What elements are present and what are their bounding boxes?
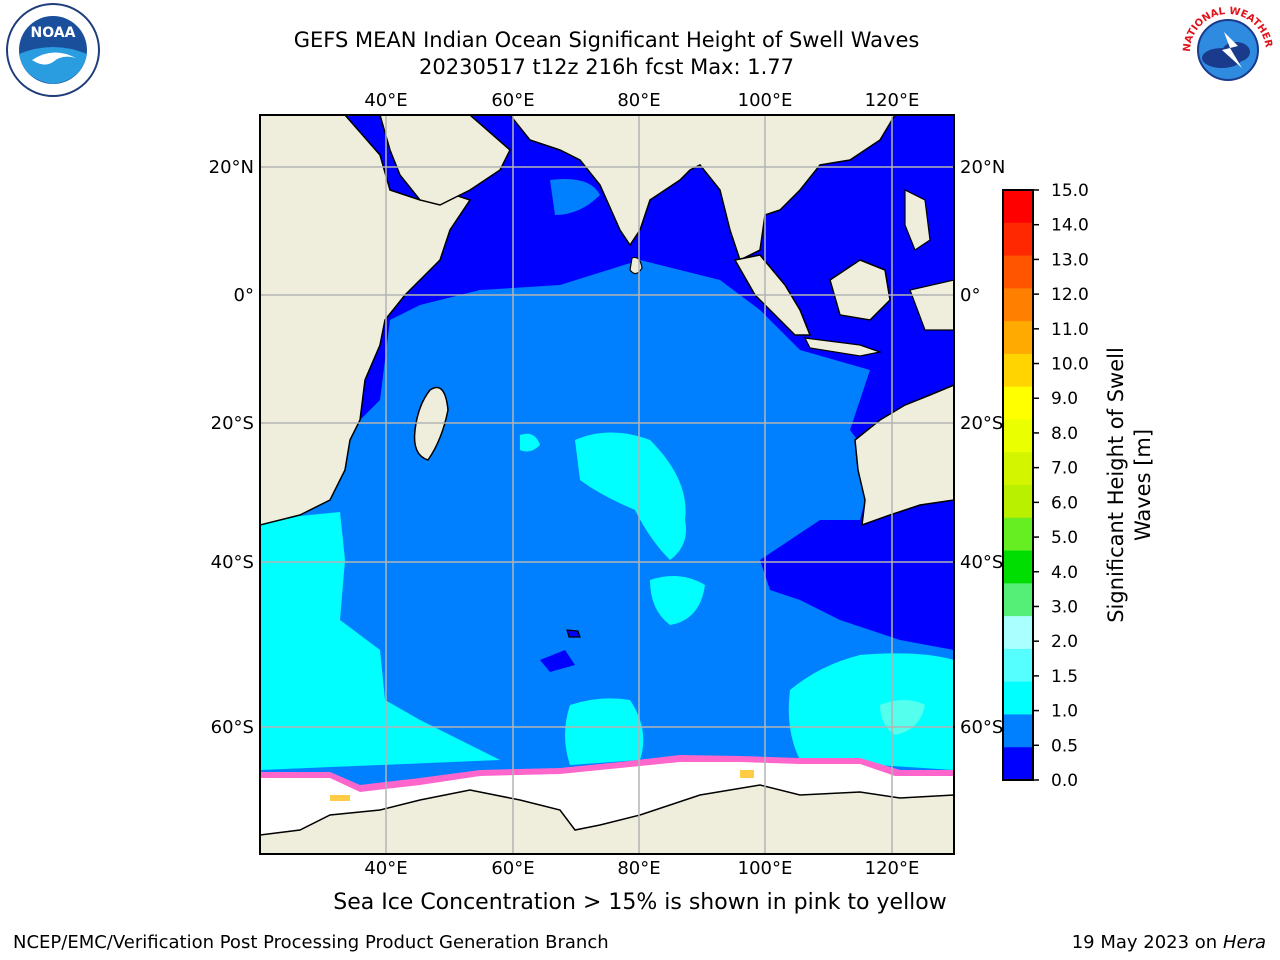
colorbar-swatch	[1003, 616, 1033, 650]
lon-label-top: 60°E	[491, 90, 534, 111]
lat-label-right: 40°S	[960, 552, 1003, 573]
colorbar-tick-label: 0.0	[1051, 771, 1078, 791]
colorbar-tick-label: 10.0	[1051, 355, 1089, 375]
lon-label-bottom: 120°E	[865, 858, 920, 879]
colorbar-tick-label: 6.0	[1051, 493, 1078, 513]
colorbar-title-units: Waves [m]	[1131, 429, 1155, 541]
machine-name: Hera	[1222, 932, 1266, 953]
colorbar-swatch	[1003, 452, 1033, 486]
lon-label-top: 100°E	[738, 90, 793, 111]
colorbar-swatch	[1003, 419, 1033, 453]
colorbar-swatch	[1003, 190, 1033, 224]
lat-label-left: 40°S	[211, 552, 254, 573]
colorbar-tick-label: 8.0	[1051, 424, 1078, 444]
colorbar-swatch	[1003, 386, 1033, 420]
colorbar-swatch	[1003, 255, 1033, 289]
colorbar-tick-label: 14.0	[1051, 216, 1089, 236]
nws-logo: NATIONAL WEATHER SERVICE	[1178, 2, 1274, 96]
lat-label-right: 60°S	[960, 717, 1003, 738]
colorbar-swatch	[1003, 222, 1033, 257]
colorbar-swatch	[1003, 583, 1033, 617]
colorbar-tick-label: 2.0	[1051, 632, 1078, 652]
colorbar-tick-label: 1.0	[1051, 702, 1078, 722]
colorbar-tick-label: 11.0	[1051, 320, 1089, 340]
graticule	[260, 115, 954, 854]
colorbar-tick-label: 3.0	[1051, 597, 1078, 617]
noaa-logo: NOAA	[6, 3, 100, 97]
colorbar-swatch	[1003, 747, 1033, 781]
lat-label-left: 20°S	[211, 413, 254, 434]
colorbar-swatch	[1003, 681, 1033, 715]
lon-label-bottom: 60°E	[491, 858, 534, 879]
lat-label-right: 0°	[960, 285, 980, 306]
colorbar-tick-label: 4.0	[1051, 563, 1078, 583]
map-plot-area	[260, 115, 954, 854]
colorbar: 15.0 14.0 13.0 12.0 11.0 10.0 9.0 8.0 7.0 6.0 5.0 4…	[1002, 181, 1089, 791]
colorbar-swatch	[1003, 714, 1033, 748]
colorbar-swatch	[1003, 321, 1033, 355]
lat-label-right: 20°S	[960, 413, 1003, 434]
lon-label-top: 80°E	[617, 90, 660, 111]
antarctica	[260, 784, 954, 854]
lon-label-top: 120°E	[865, 90, 920, 111]
lon-label-bottom: 80°E	[617, 858, 660, 879]
colorbar-swatch	[1003, 353, 1033, 388]
map-frame	[259, 114, 955, 855]
australia-landmass	[854, 384, 954, 527]
colorbar-frame	[1002, 189, 1034, 781]
arabia-landmass	[379, 115, 511, 206]
date-value: 19 May 2023 on	[1071, 932, 1218, 953]
low-swell-north	[345, 115, 954, 480]
high-swell-southwest	[260, 512, 500, 770]
colorbar-tick-label: 15.0	[1051, 181, 1089, 201]
lon-label-bottom: 40°E	[364, 858, 407, 879]
colorbar-tick-label: 1.5	[1051, 667, 1078, 687]
lon-label-bottom: 100°E	[738, 858, 793, 879]
sea-ice-note: Sea Ice Concentration > 15% is shown in …	[333, 890, 947, 915]
colorbar-swatch	[1003, 550, 1033, 584]
colorbar-swatch	[1003, 485, 1033, 519]
lon-label-top: 40°E	[364, 90, 407, 111]
lat-label-left: 60°S	[211, 717, 254, 738]
high-swell-central	[575, 432, 686, 560]
borneo	[829, 259, 891, 321]
chart-subtitle: 20230517 t12z 216h fcst Max: 1.77	[419, 55, 794, 79]
lat-label-left: 20°N	[209, 157, 254, 178]
chart-title: GEFS MEAN Indian Ocean Significant Heigh…	[293, 28, 920, 52]
colorbar-swatch	[1003, 517, 1033, 552]
lat-label-right: 20°N	[960, 157, 1005, 178]
colorbar-swatch	[1003, 288, 1033, 322]
noaa-logo-text: NOAA	[31, 25, 76, 41]
colorbar-tick-label: 13.0	[1051, 250, 1089, 270]
colorbar-tick-label: 12.0	[1051, 285, 1089, 305]
colorbar-tick-label: 0.5	[1051, 736, 1078, 756]
colorbar-swatch	[1003, 648, 1033, 683]
colorbar-tick-label: 9.0	[1051, 389, 1078, 409]
colorbar-title: Significant Height of Swell	[1104, 347, 1128, 623]
colorbar-tick-label: 5.0	[1051, 528, 1078, 548]
high-swell-southeast	[788, 653, 954, 770]
colorbar-tick-label: 7.0	[1051, 459, 1078, 479]
asia-landmass	[509, 115, 896, 262]
lat-label-left: 0°	[234, 285, 254, 306]
date-text: 19 May 2023 on Hera	[1072, 932, 1266, 953]
credit-text: NCEP/EMC/Verification Post Processing Pr…	[13, 932, 609, 953]
